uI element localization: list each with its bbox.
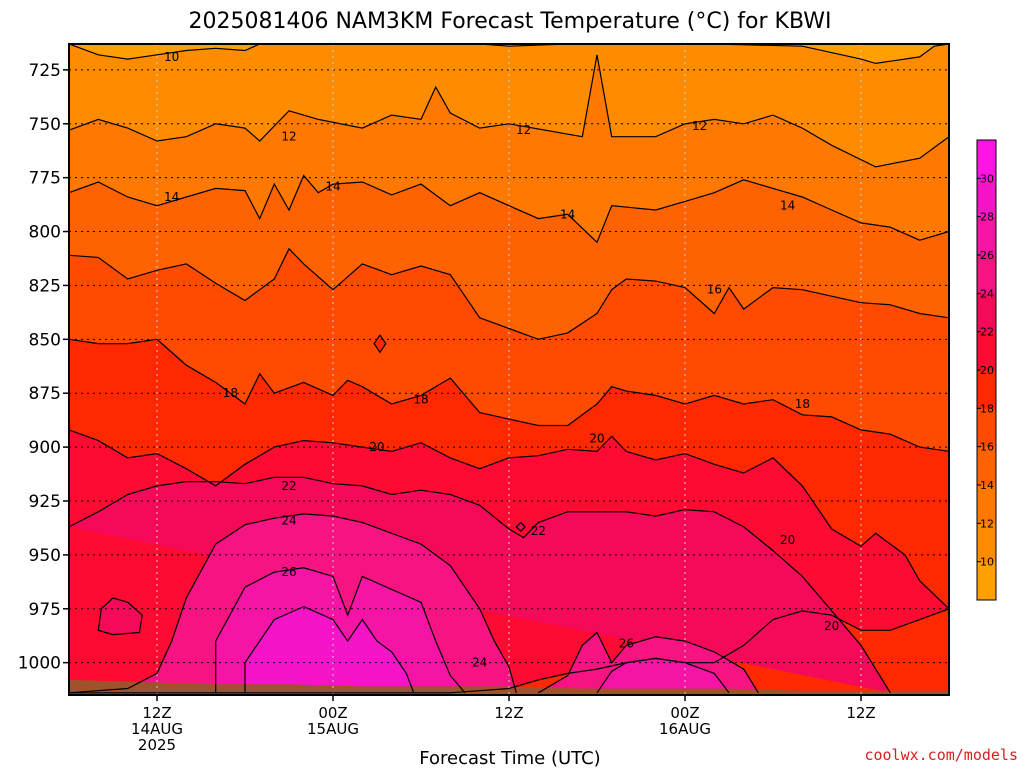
contour-label-20-15: 20 (824, 619, 839, 633)
contour-line-18-13 (373, 334, 387, 354)
x-axis-title: Forecast Time (UTC) (419, 748, 600, 768)
contour-label-26-21: 26 (619, 636, 634, 650)
colorbar-label-12: 12 (980, 517, 994, 530)
contour-label-26-20: 26 (281, 565, 296, 579)
colorbar-label-24: 24 (980, 287, 994, 300)
colorbar-label-16: 16 (980, 441, 994, 454)
contour-line-12-1 (69, 54, 949, 168)
fill-region-28-9 (245, 606, 414, 693)
colorbar-swatch-14-16 (977, 446, 996, 486)
contour-line-26-8 (215, 567, 466, 694)
contour-line-22-14 (515, 522, 526, 533)
contour-label-14-6: 14 (560, 207, 575, 221)
colorbar-swatch-16-18 (977, 408, 996, 448)
contour-line-10-0 (69, 44, 949, 65)
y-tick-label-975: 975 (29, 600, 61, 620)
contour-line-16-3 (69, 247, 949, 340)
colorbar-label-22: 22 (980, 326, 994, 339)
y-tick-label-900: 900 (29, 438, 61, 458)
contour-label-18-11: 18 (795, 397, 810, 411)
chart-title: 2025081406 NAM3KM Forecast Temperature (… (188, 9, 831, 34)
contour-line-18-4 (69, 338, 949, 452)
colorbar-swatch-12-14 (977, 485, 996, 524)
contour-line-26-11 (596, 657, 730, 694)
grid-lines (69, 44, 949, 695)
contour-lines (69, 44, 949, 694)
y-tick-label-725: 725 (29, 61, 61, 81)
y-tick-label-750: 750 (29, 115, 61, 135)
contour-label-18-9: 18 (223, 386, 238, 400)
contour-line-22-12 (97, 597, 143, 636)
colorbar-swatch-30-32 (977, 140, 996, 179)
y-tick-label-775: 775 (29, 169, 61, 189)
contour-label-14-5: 14 (325, 179, 340, 193)
contour-label-14-4: 14 (164, 190, 179, 204)
contour-label-12-3: 12 (692, 119, 707, 133)
y-tick-label-850: 850 (29, 330, 61, 350)
contour-label-10-0: 10 (164, 50, 179, 64)
x-tick-label-18-1: 15AUG (307, 720, 359, 738)
y-tick-label-1000: 1000 (18, 654, 61, 674)
contour-label-20-14: 20 (780, 533, 795, 547)
contour-label-16-8: 16 (707, 283, 722, 297)
colorbar-label-28: 28 (980, 211, 994, 224)
credit-text[interactable]: coolwx.com/models (864, 746, 1018, 764)
contour-line-14-2 (69, 174, 949, 244)
y-tick-label-925: 925 (29, 492, 61, 512)
colorbar-label-10: 10 (980, 556, 994, 569)
contour-label-22-16: 22 (281, 479, 296, 493)
colorbar-swatch-8-10 (977, 561, 996, 601)
y-tick-label-950: 950 (29, 546, 61, 566)
colorbar-swatch-22-24 (977, 293, 996, 333)
colorbar-label-20: 20 (980, 364, 994, 377)
contour-label-20-12: 20 (369, 440, 384, 454)
x-tick-label-6-1: 14AUG (131, 720, 183, 738)
contour-label-12-1: 12 (281, 130, 296, 144)
x-tick-label-6-2: 2025 (138, 736, 176, 754)
colorbar-label-30: 30 (980, 172, 994, 185)
contour-label-24-19: 24 (472, 656, 487, 670)
contour-label-18-10: 18 (413, 393, 428, 407)
colorbar-swatch-20-22 (977, 331, 996, 371)
colorbar-label-18: 18 (980, 402, 994, 415)
x-tick-label-18-0: 00Z (318, 704, 347, 722)
y-tick-label-800: 800 (29, 223, 61, 243)
contour-label-22-17: 22 (531, 524, 546, 538)
x-tick-label-30-0: 12Z (494, 704, 523, 722)
colorbar: 10 12 14 16 18 20 22 24 26 28 30 (976, 139, 997, 601)
y-tick-label-825: 825 (29, 276, 61, 296)
contour-label-20-13: 20 (589, 431, 604, 445)
y-axis: 725 750 775 800 825 850 875 900 925 950 975 1000 (18, 61, 69, 674)
contour-label-24-18: 24 (281, 513, 296, 527)
y-tick-label-875: 875 (29, 384, 61, 404)
contour-line-20-5 (69, 429, 949, 694)
contour-labels: 10 12 12 12 14 14 14 14 16 18 18 18 20 20 20 20 22 22 24 24… (164, 50, 839, 670)
x-tick-label-6-0: 12Z (142, 704, 171, 722)
contour-line-28-9 (244, 605, 415, 694)
contour-label-14-7: 14 (780, 199, 795, 213)
colorbar-label-14: 14 (980, 479, 994, 492)
colorbar-swatch-28-30 (977, 178, 996, 218)
contour-line-24-7 (69, 513, 517, 694)
colorbar-swatch-26-28 (977, 216, 996, 256)
contour-label-12-2: 12 (516, 123, 531, 137)
x-tick-label-42-0: 00Z (670, 704, 699, 722)
x-tick-label-42-1: 16AUG (659, 720, 711, 738)
contour-line-24-10 (537, 631, 759, 694)
colorbar-swatch-10-12 (977, 523, 996, 563)
plot-area: 10 12 12 12 14 14 14 14 16 18 18 18 20 20 20 20 22 22 24 24… (69, 44, 949, 695)
x-tick-label-54-0: 12Z (846, 704, 875, 722)
contour-line-22-6 (69, 476, 891, 694)
colorbar-swatch-18-20 (977, 370, 996, 409)
colorbar-label-26: 26 (980, 249, 994, 262)
colorbar-swatch-24-26 (977, 255, 996, 294)
fill-region-22-12 (98, 598, 143, 635)
